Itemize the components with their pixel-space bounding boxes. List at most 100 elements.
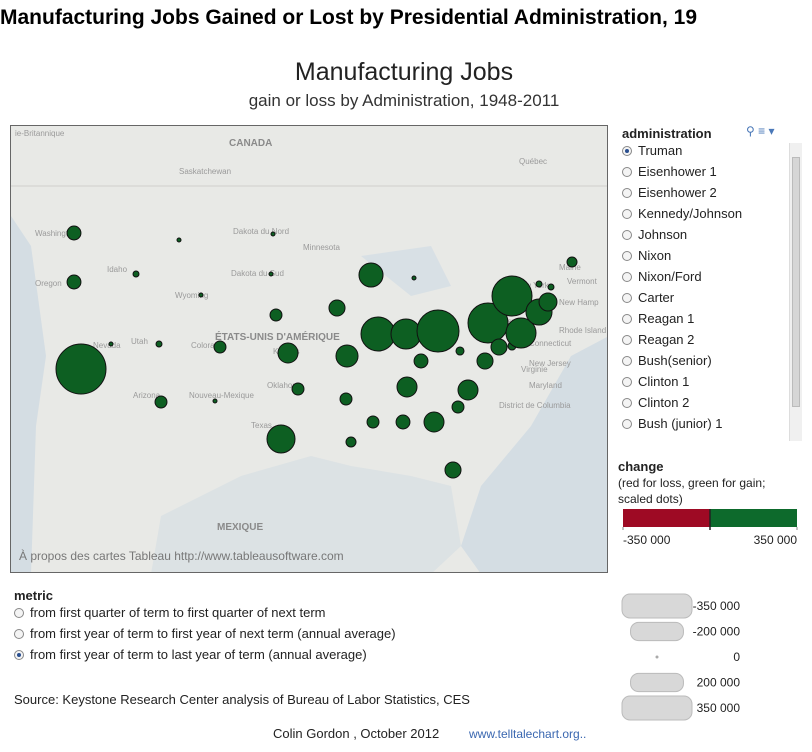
radio-button[interactable] bbox=[622, 356, 632, 366]
option-label[interactable]: Carter bbox=[638, 290, 675, 305]
metric-option[interactable]: from first quarter of term to first quar… bbox=[14, 605, 396, 626]
state-dot[interactable] bbox=[55, 343, 107, 395]
state-dot[interactable] bbox=[476, 352, 494, 370]
state-dot[interactable] bbox=[108, 341, 114, 347]
radio-button[interactable] bbox=[622, 251, 632, 261]
state-dot[interactable] bbox=[270, 231, 276, 237]
state-dot[interactable] bbox=[212, 398, 218, 404]
filter-option[interactable]: Kennedy/Johnson bbox=[622, 206, 802, 227]
option-label[interactable]: Eisenhower 1 bbox=[638, 164, 717, 179]
state-dot[interactable] bbox=[547, 283, 555, 291]
option-label[interactable]: Nixon bbox=[638, 248, 672, 263]
filter-option[interactable]: Clinton 1 bbox=[622, 374, 802, 395]
radio-button[interactable] bbox=[622, 419, 632, 429]
state-dot[interactable] bbox=[423, 411, 445, 433]
state-dot[interactable] bbox=[339, 392, 353, 406]
option-label[interactable]: Kennedy/Johnson bbox=[638, 206, 743, 221]
radio-button[interactable] bbox=[622, 314, 632, 324]
filter-option[interactable]: Carter bbox=[622, 290, 802, 311]
option-label[interactable]: Clinton 1 bbox=[638, 374, 690, 389]
option-label[interactable]: from first year of term to first year of… bbox=[30, 626, 396, 641]
state-dot[interactable] bbox=[411, 275, 417, 281]
scrollbar[interactable] bbox=[789, 143, 802, 441]
scroll-thumb[interactable] bbox=[792, 157, 800, 407]
filter-option[interactable]: Nixon bbox=[622, 248, 802, 269]
state-dot[interactable] bbox=[455, 346, 465, 356]
filter-option[interactable]: Bush(senior) bbox=[622, 353, 802, 374]
state-dot[interactable] bbox=[155, 340, 163, 348]
option-label[interactable]: Clinton 2 bbox=[638, 395, 690, 410]
state-dot[interactable] bbox=[213, 340, 227, 354]
filter-option[interactable]: Truman bbox=[622, 143, 802, 164]
radio-button[interactable] bbox=[622, 209, 632, 219]
option-label[interactable]: Nixon/Ford bbox=[638, 269, 702, 284]
filter-option[interactable]: Nixon/Ford bbox=[622, 269, 802, 290]
state-dot[interactable] bbox=[358, 262, 384, 288]
state-dot[interactable] bbox=[268, 271, 274, 277]
state-dot[interactable] bbox=[538, 292, 558, 312]
state-dot[interactable] bbox=[132, 270, 140, 278]
filter-option[interactable]: Bush (junior) 1 bbox=[622, 416, 802, 437]
state-dot[interactable] bbox=[490, 338, 508, 356]
metric-option[interactable]: from first year of term to last year of … bbox=[14, 647, 396, 668]
state-dot[interactable] bbox=[416, 309, 460, 353]
filter-option[interactable]: Eisenhower 2 bbox=[622, 185, 802, 206]
option-label[interactable]: Bush (junior) 1 bbox=[638, 416, 723, 431]
option-label[interactable]: Reagan 2 bbox=[638, 332, 695, 347]
radio-button[interactable] bbox=[622, 230, 632, 240]
state-dot[interactable] bbox=[395, 414, 411, 430]
radio-button[interactable] bbox=[14, 608, 24, 618]
map[interactable]: ie-Britannique CANADA Saskatchewan Québec Wa… bbox=[10, 125, 608, 573]
state-dot[interactable] bbox=[535, 280, 543, 288]
state-dot[interactable] bbox=[396, 376, 418, 398]
radio-button[interactable] bbox=[622, 335, 632, 345]
state-dot[interactable] bbox=[505, 317, 537, 349]
filter-option[interactable]: Eisenhower 1 bbox=[622, 164, 802, 185]
state-dot[interactable] bbox=[345, 436, 357, 448]
filter-option[interactable]: Clinton 2 bbox=[622, 395, 802, 416]
map-attribution[interactable]: À propos des cartes Tableau http://www.t… bbox=[19, 548, 344, 563]
radio-button[interactable] bbox=[622, 377, 632, 387]
state-dot[interactable] bbox=[269, 308, 283, 322]
option-label[interactable]: Truman bbox=[638, 143, 683, 158]
radio-button[interactable] bbox=[14, 650, 24, 660]
state-dot[interactable] bbox=[360, 316, 396, 352]
radio-button[interactable] bbox=[14, 629, 24, 639]
radio-button[interactable] bbox=[622, 272, 632, 282]
state-dot[interactable] bbox=[451, 400, 465, 414]
state-dot[interactable] bbox=[467, 302, 509, 344]
state-dot[interactable] bbox=[176, 237, 182, 243]
radio-button[interactable] bbox=[622, 188, 632, 198]
option-label[interactable]: Eisenhower 2 bbox=[638, 185, 717, 200]
state-dot[interactable] bbox=[366, 415, 380, 429]
option-label[interactable]: Johnson bbox=[638, 227, 688, 242]
radio-button[interactable] bbox=[622, 398, 632, 408]
state-dot[interactable] bbox=[335, 344, 359, 368]
filter-option[interactable]: Reagan 1 bbox=[622, 311, 802, 332]
radio-button[interactable] bbox=[622, 146, 632, 156]
option-label[interactable]: from first year of term to last year of … bbox=[30, 647, 367, 662]
radio-button[interactable] bbox=[622, 293, 632, 303]
state-dot[interactable] bbox=[491, 275, 533, 317]
state-dot[interactable] bbox=[457, 379, 479, 401]
state-dot[interactable] bbox=[413, 353, 429, 369]
state-dot[interactable] bbox=[291, 382, 305, 396]
state-dot[interactable] bbox=[66, 225, 82, 241]
state-dot[interactable] bbox=[66, 274, 82, 290]
metric-option[interactable]: from first year of term to first year of… bbox=[14, 626, 396, 647]
state-dot[interactable] bbox=[198, 292, 204, 298]
state-dot[interactable] bbox=[266, 424, 296, 454]
filter-icons[interactable]: ⚲ ≡ ▾ bbox=[746, 124, 775, 138]
filter-option[interactable]: Reagan 2 bbox=[622, 332, 802, 353]
state-dot[interactable] bbox=[277, 342, 299, 364]
state-dot[interactable] bbox=[566, 256, 578, 268]
option-label[interactable]: Bush(senior) bbox=[638, 353, 712, 368]
radio-button[interactable] bbox=[622, 167, 632, 177]
state-dot[interactable] bbox=[444, 461, 462, 479]
state-dot[interactable] bbox=[390, 318, 422, 350]
filter-option[interactable]: Johnson bbox=[622, 227, 802, 248]
state-dot[interactable] bbox=[328, 299, 346, 317]
link[interactable]: www.telltalechart.org.. bbox=[469, 727, 587, 741]
option-label[interactable]: Reagan 1 bbox=[638, 311, 695, 326]
state-dot[interactable] bbox=[154, 395, 168, 409]
